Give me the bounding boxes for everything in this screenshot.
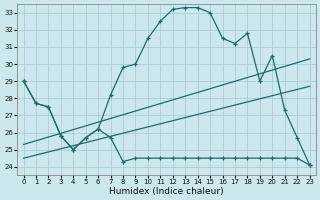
- X-axis label: Humidex (Indice chaleur): Humidex (Indice chaleur): [109, 187, 224, 196]
